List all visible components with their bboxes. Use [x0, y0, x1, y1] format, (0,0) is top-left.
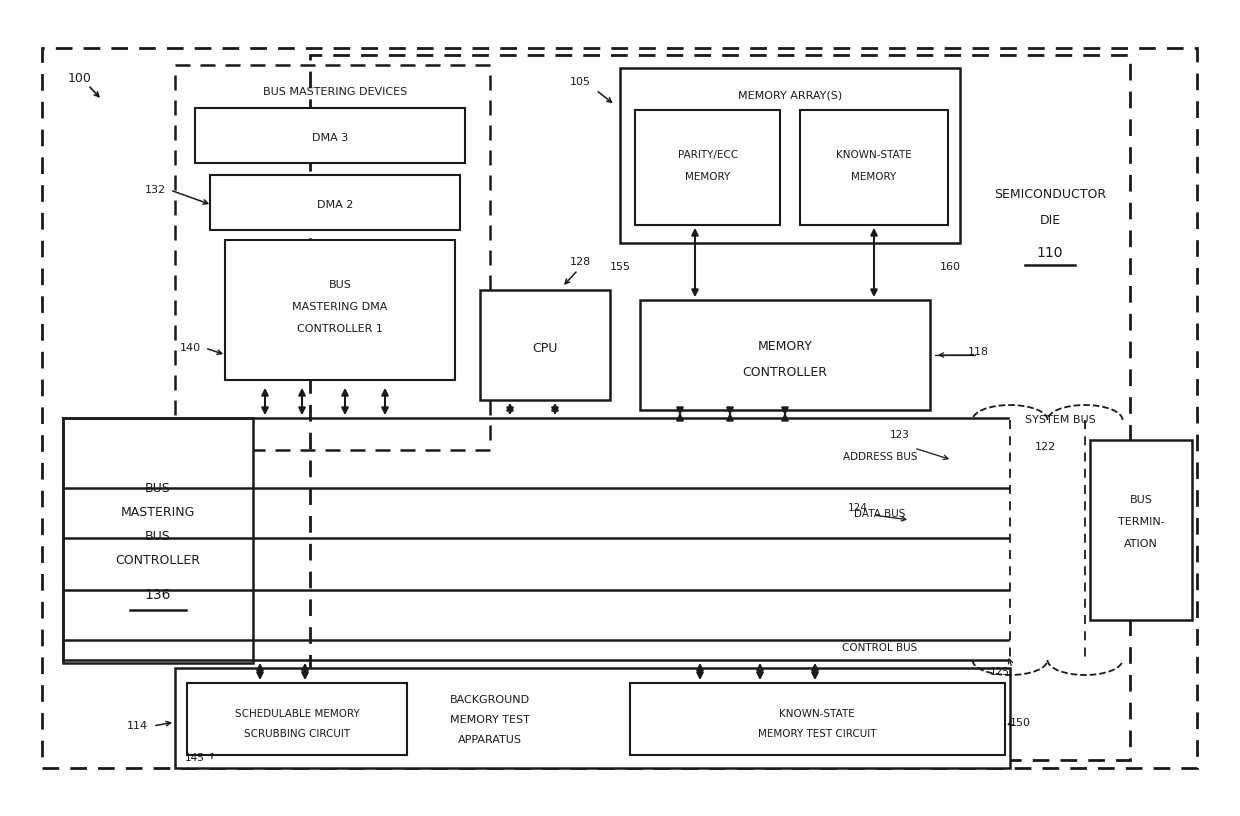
Text: BUS MASTERING DEVICES: BUS MASTERING DEVICES: [263, 87, 407, 97]
Text: APPARATUS: APPARATUS: [458, 735, 522, 745]
Text: 132: 132: [144, 185, 166, 195]
Text: 136: 136: [145, 588, 171, 602]
Text: 100: 100: [68, 72, 92, 85]
Text: KNOWN-STATE: KNOWN-STATE: [779, 709, 854, 719]
Text: CONTROL BUS: CONTROL BUS: [842, 643, 918, 653]
Bar: [195, 108, 465, 163]
Text: ADDRESS BUS: ADDRESS BUS: [843, 452, 918, 462]
Text: KNOWN-STATE: KNOWN-STATE: [836, 150, 911, 160]
Bar: [175, 668, 1011, 768]
Bar: [187, 683, 407, 755]
Text: BUS: BUS: [145, 530, 171, 543]
Text: MEMORY: MEMORY: [686, 172, 730, 182]
Text: MEMORY TEST CIRCUIT: MEMORY TEST CIRCUIT: [758, 729, 877, 739]
Text: MEMORY: MEMORY: [758, 340, 812, 353]
Text: MEMORY: MEMORY: [852, 172, 897, 182]
Text: 124: 124: [848, 503, 868, 513]
Text: ATION: ATION: [1125, 539, 1158, 549]
Bar: [640, 300, 930, 410]
Bar: [42, 48, 1197, 768]
Text: DIE: DIE: [1039, 214, 1060, 227]
Text: MASTERING DMA: MASTERING DMA: [293, 302, 388, 312]
Text: MEMORY TEST: MEMORY TEST: [450, 715, 529, 725]
Bar: [224, 240, 455, 380]
Bar: [635, 110, 780, 225]
Text: BACKGROUND: BACKGROUND: [450, 695, 529, 705]
Bar: [480, 290, 610, 400]
Text: 145: 145: [185, 753, 205, 763]
Text: 123: 123: [890, 430, 910, 440]
Text: BUS: BUS: [145, 481, 171, 494]
Text: SCHEDULABLE MEMORY: SCHEDULABLE MEMORY: [234, 709, 360, 719]
Text: 128: 128: [569, 257, 590, 267]
Text: 105: 105: [569, 77, 590, 87]
Bar: [310, 55, 1130, 760]
Text: TERMIN-: TERMIN-: [1117, 517, 1164, 527]
Bar: [210, 175, 460, 230]
Text: 125: 125: [990, 667, 1009, 677]
Text: DATA BUS: DATA BUS: [854, 509, 905, 519]
Text: CONTROLLER: CONTROLLER: [743, 366, 827, 379]
Text: SYSTEM BUS: SYSTEM BUS: [1024, 415, 1095, 425]
Text: 150: 150: [1009, 718, 1030, 728]
Text: CONTROLLER 1: CONTROLLER 1: [298, 324, 383, 334]
Text: 160: 160: [940, 262, 961, 272]
Text: MEMORY ARRAY(S): MEMORY ARRAY(S): [738, 90, 842, 100]
Text: SEMICONDUCTOR: SEMICONDUCTOR: [994, 188, 1106, 202]
Text: CONTROLLER: CONTROLLER: [115, 553, 201, 566]
Text: DMA 3: DMA 3: [312, 133, 348, 143]
Text: BUS: BUS: [1130, 495, 1152, 505]
Text: 155: 155: [610, 262, 630, 272]
Bar: [630, 683, 1004, 755]
Text: 118: 118: [967, 347, 988, 357]
Text: DMA 2: DMA 2: [316, 200, 353, 210]
Text: 110: 110: [1037, 246, 1063, 260]
Bar: [620, 68, 960, 243]
Bar: [175, 65, 490, 450]
Text: MASTERING: MASTERING: [120, 505, 195, 518]
Text: 140: 140: [180, 343, 201, 353]
Text: SCRUBBING CIRCUIT: SCRUBBING CIRCUIT: [244, 729, 350, 739]
Bar: [800, 110, 949, 225]
Text: 122: 122: [1034, 442, 1055, 452]
Bar: [63, 418, 253, 663]
Text: CPU: CPU: [532, 342, 558, 354]
Text: BUS: BUS: [329, 280, 351, 290]
Text: PARITY/ECC: PARITY/ECC: [678, 150, 738, 160]
Text: 114: 114: [126, 721, 148, 731]
Bar: [1090, 440, 1192, 620]
